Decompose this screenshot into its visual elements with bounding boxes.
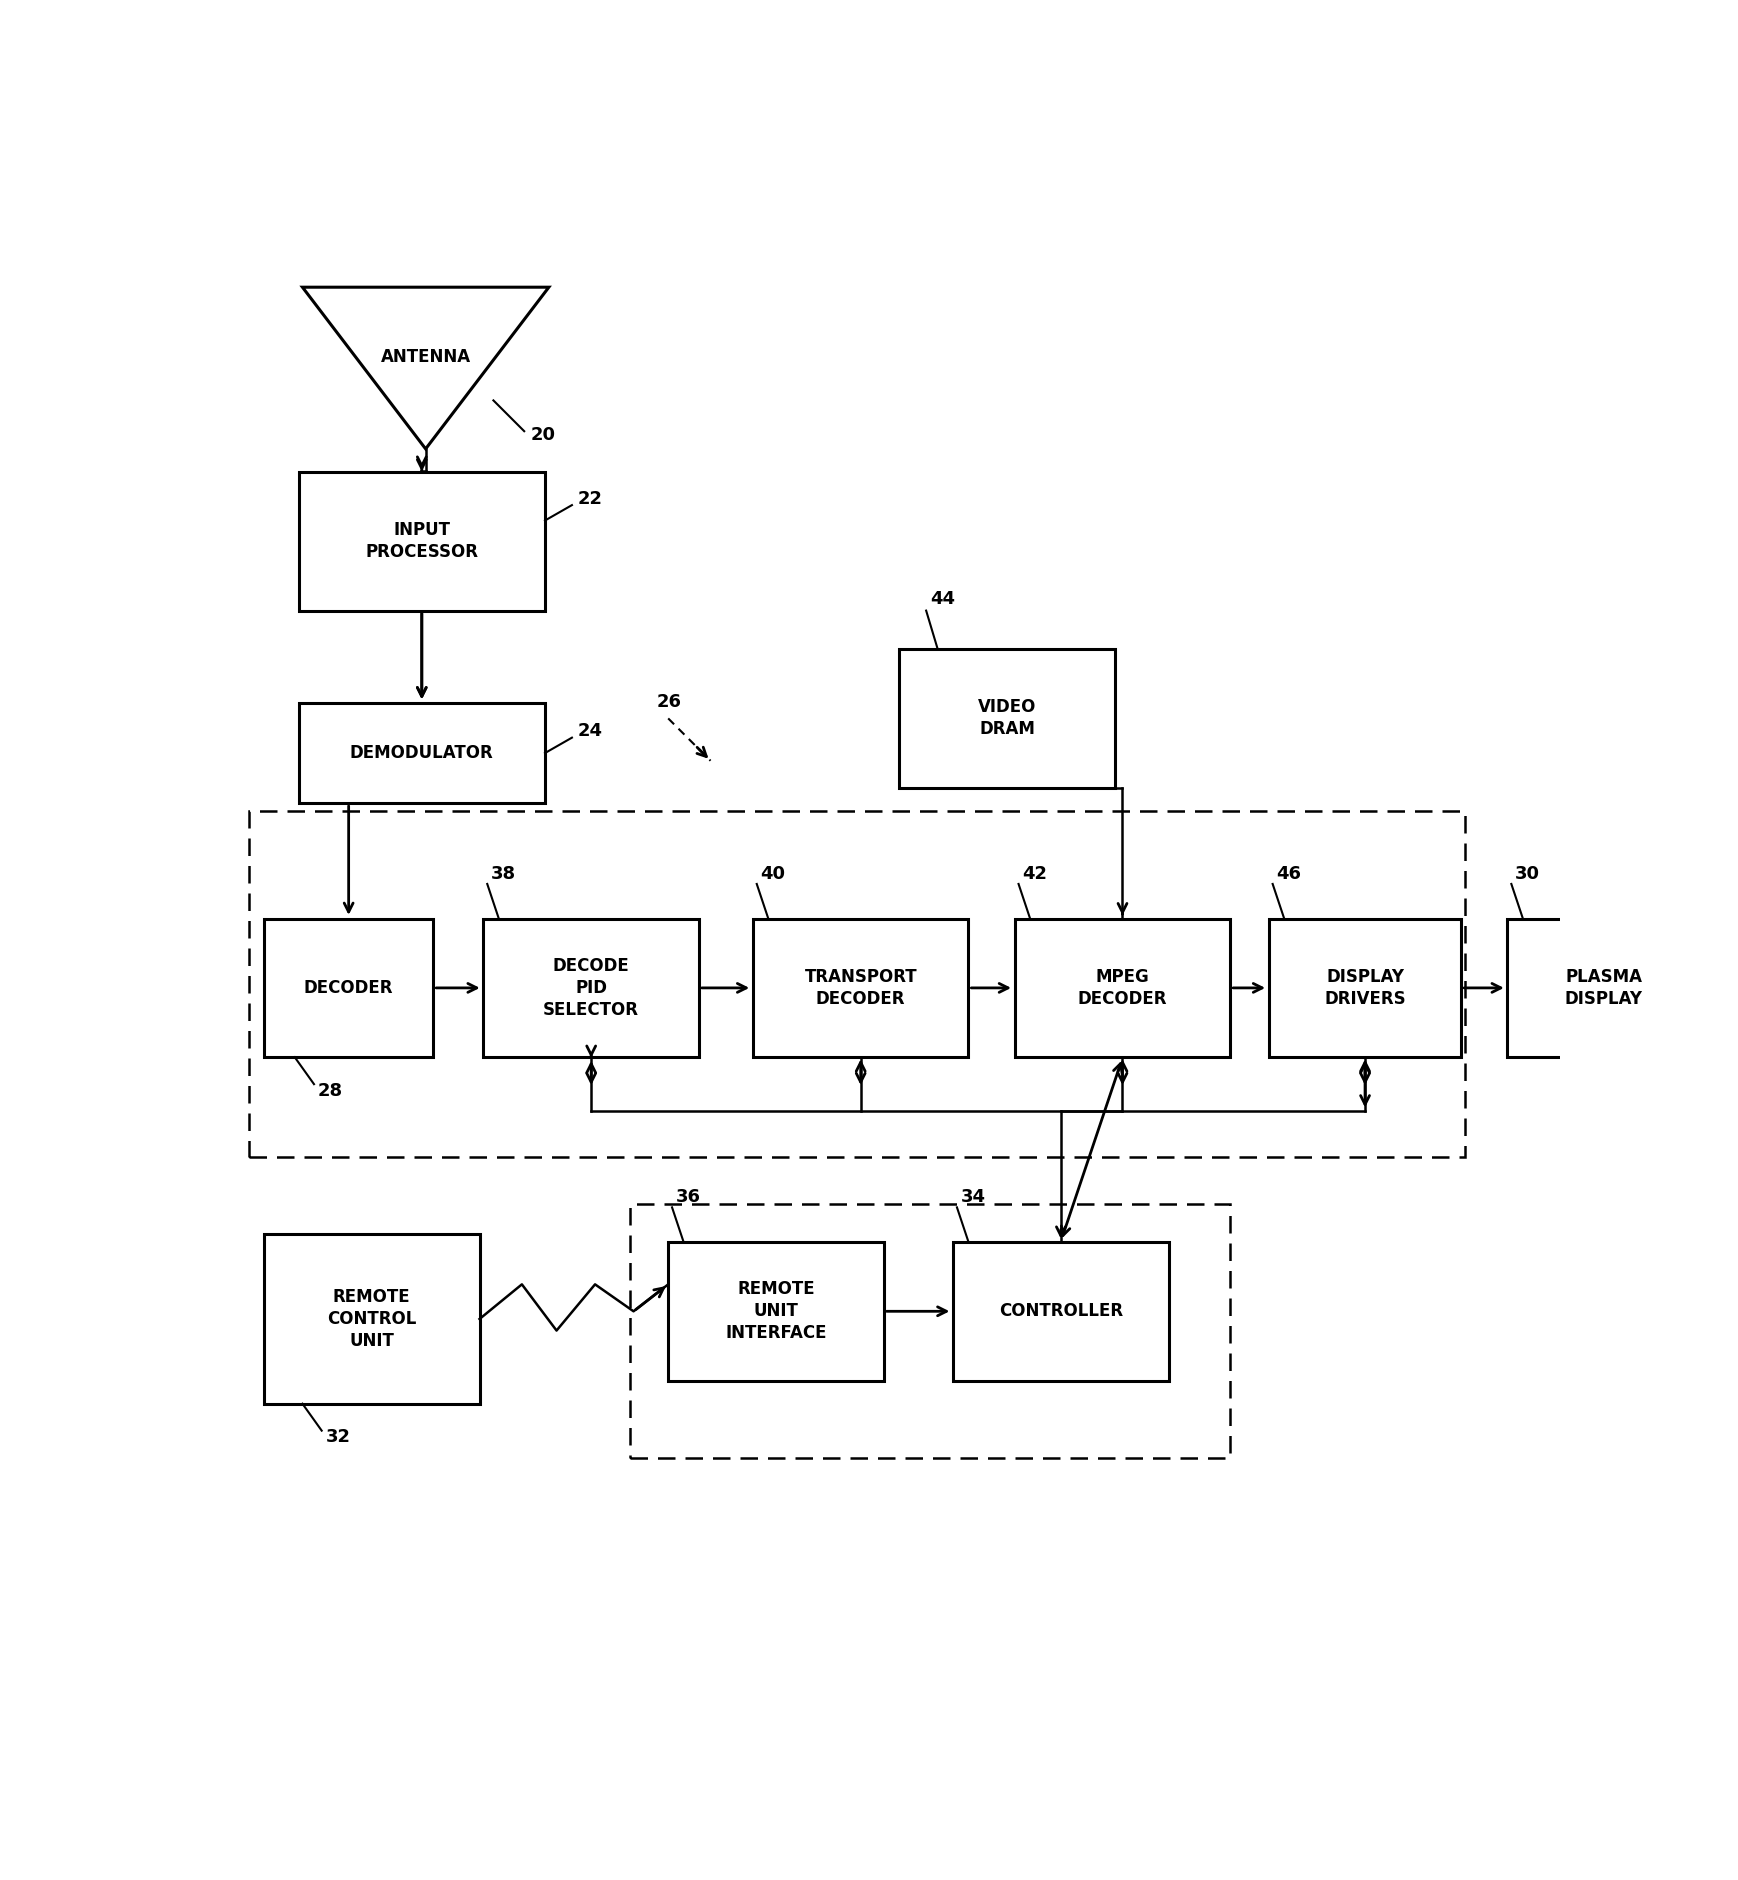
Text: 42: 42 xyxy=(1022,865,1048,882)
Text: DEMODULATOR: DEMODULATOR xyxy=(349,744,494,761)
Text: ANTENNA: ANTENNA xyxy=(381,348,471,365)
Bar xyxy=(629,1203,1231,1457)
Bar xyxy=(299,472,546,611)
Text: 24: 24 xyxy=(577,722,603,741)
Text: CONTROLLER: CONTROLLER xyxy=(999,1303,1123,1320)
Text: 22: 22 xyxy=(577,489,603,508)
Bar xyxy=(1269,919,1462,1057)
Text: INPUT
PROCESSOR: INPUT PROCESSOR xyxy=(365,521,478,562)
Text: 36: 36 xyxy=(676,1188,700,1205)
Bar xyxy=(1015,919,1231,1057)
Bar xyxy=(753,919,968,1057)
Bar xyxy=(299,703,546,803)
Text: REMOTE
CONTROL
UNIT: REMOTE CONTROL UNIT xyxy=(327,1288,417,1350)
Text: 38: 38 xyxy=(492,865,516,882)
Text: 28: 28 xyxy=(318,1081,342,1100)
Text: TRANSPORT
DECODER: TRANSPORT DECODER xyxy=(805,968,918,1008)
Bar xyxy=(264,1235,480,1404)
Text: 20: 20 xyxy=(530,427,556,444)
Bar xyxy=(249,810,1465,1158)
Bar xyxy=(667,1243,885,1380)
Text: 46: 46 xyxy=(1276,865,1302,882)
Text: 44: 44 xyxy=(930,590,954,609)
Text: DISPLAY
DRIVERS: DISPLAY DRIVERS xyxy=(1324,968,1406,1008)
Text: DECODE
PID
SELECTOR: DECODE PID SELECTOR xyxy=(544,957,640,1019)
Text: 40: 40 xyxy=(761,865,786,882)
Bar xyxy=(264,919,433,1057)
Text: 32: 32 xyxy=(325,1429,351,1446)
Text: 34: 34 xyxy=(961,1188,985,1205)
Text: REMOTE
UNIT
INTERFACE: REMOTE UNIT INTERFACE xyxy=(725,1280,827,1342)
Text: MPEG
DECODER: MPEG DECODER xyxy=(1078,968,1168,1008)
Bar xyxy=(952,1243,1168,1380)
Text: PLASMA
DISPLAY: PLASMA DISPLAY xyxy=(1564,968,1642,1008)
Text: 30: 30 xyxy=(1516,865,1540,882)
Bar xyxy=(483,919,699,1057)
Bar xyxy=(899,649,1114,788)
Bar xyxy=(1507,919,1700,1057)
Text: VIDEO
DRAM: VIDEO DRAM xyxy=(978,697,1036,739)
Text: DECODER: DECODER xyxy=(304,979,393,996)
Text: 26: 26 xyxy=(657,694,681,711)
